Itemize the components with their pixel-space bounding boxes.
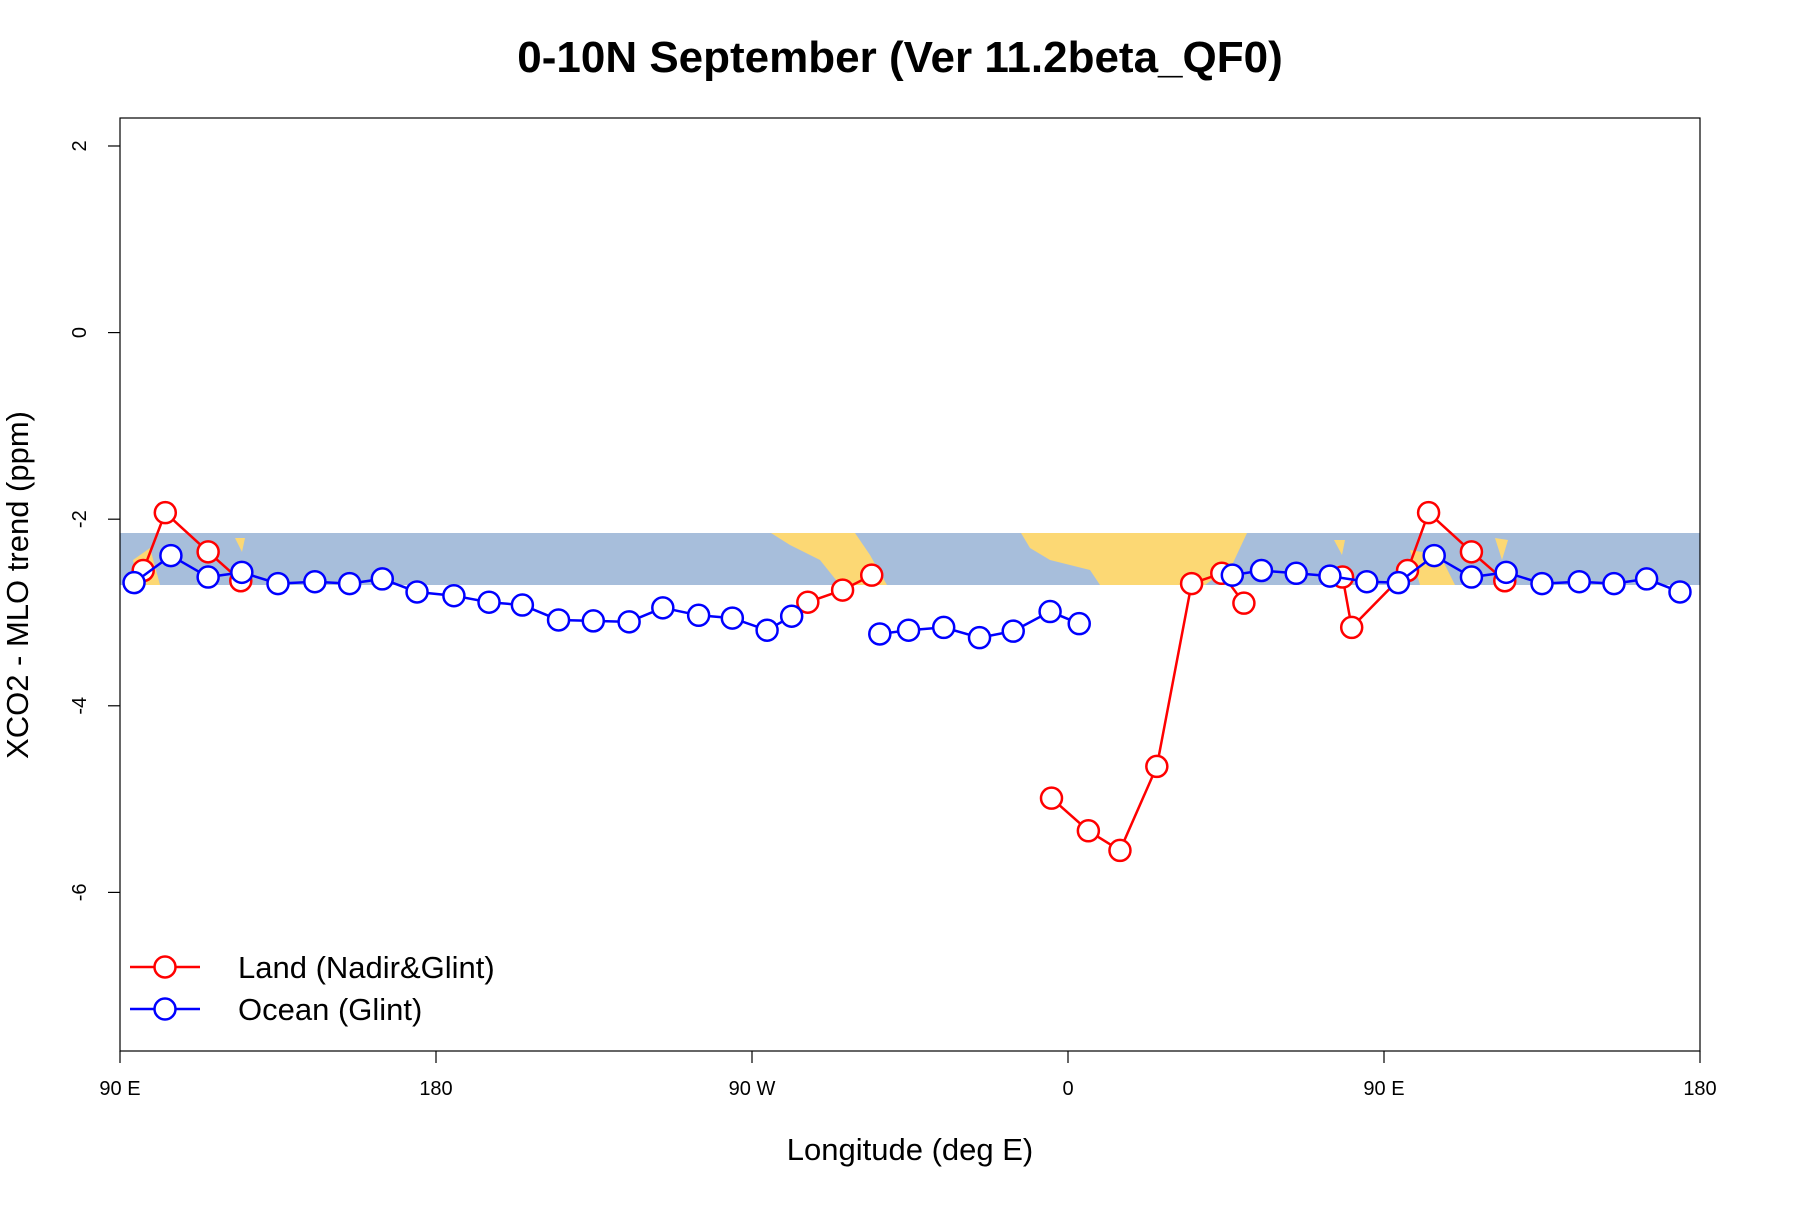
data-point bbox=[1459, 565, 1484, 589]
x-tick-label: 0 bbox=[1062, 1078, 1073, 1100]
data-point bbox=[720, 606, 745, 630]
data-point bbox=[859, 563, 884, 587]
data-point bbox=[1494, 560, 1518, 585]
data-point bbox=[122, 570, 146, 595]
data-point bbox=[1602, 571, 1626, 596]
y-tick-label: -6 bbox=[69, 883, 91, 901]
data-point bbox=[266, 571, 290, 596]
data-point bbox=[1145, 754, 1169, 779]
data-point bbox=[303, 569, 327, 594]
legend-marker bbox=[153, 997, 177, 1021]
x-tick-label: 180 bbox=[419, 1078, 452, 1100]
legend-marker bbox=[153, 955, 177, 979]
y-tick-label: -2 bbox=[69, 510, 91, 528]
plot-frame bbox=[119, 117, 1701, 1052]
y-tick-label: 0 bbox=[69, 327, 91, 338]
x-tick-label: 90 E bbox=[1363, 1078, 1404, 1100]
data-point bbox=[196, 540, 220, 564]
data-point bbox=[153, 500, 178, 525]
data-point bbox=[651, 596, 675, 620]
x-axis-label: Longitude (deg E) bbox=[787, 1132, 1033, 1167]
chart-title: 0-10N September (Ver 11.2beta_QF0) bbox=[517, 33, 1282, 82]
data-point bbox=[546, 608, 571, 632]
data-point bbox=[159, 543, 183, 568]
data-point bbox=[230, 560, 254, 585]
data-point bbox=[337, 571, 362, 596]
data-point bbox=[796, 590, 820, 614]
data-point bbox=[1459, 540, 1484, 564]
x-tick-label: 90 E bbox=[99, 1078, 140, 1100]
data-point bbox=[196, 565, 220, 589]
data-point bbox=[755, 618, 779, 642]
data-point bbox=[1249, 558, 1274, 583]
data-point bbox=[581, 609, 606, 633]
y-tick-label: -4 bbox=[69, 697, 91, 715]
data-point bbox=[830, 578, 855, 602]
data-point bbox=[967, 625, 992, 650]
data-point bbox=[1355, 569, 1379, 594]
data-point bbox=[686, 603, 711, 628]
data-point bbox=[1220, 563, 1245, 587]
data-point bbox=[1530, 571, 1554, 596]
land-patch bbox=[1334, 538, 1508, 585]
data-point bbox=[477, 590, 501, 614]
data-point bbox=[617, 610, 641, 634]
data-point bbox=[1232, 591, 1256, 615]
data-point bbox=[1039, 786, 1064, 810]
legend-label: Ocean (Glint) bbox=[238, 992, 422, 1027]
data-point bbox=[442, 583, 466, 608]
data-point bbox=[896, 618, 921, 642]
data-point bbox=[405, 580, 429, 604]
x-tick-label: 180 bbox=[1683, 1078, 1716, 1100]
land-patch bbox=[771, 533, 887, 585]
series-line bbox=[142, 510, 242, 582]
data-point bbox=[931, 615, 956, 640]
data-point bbox=[868, 622, 892, 646]
data-point bbox=[1416, 500, 1441, 525]
data-point bbox=[1067, 611, 1091, 636]
data-point bbox=[1422, 543, 1446, 568]
data-point bbox=[510, 593, 535, 617]
data-point bbox=[1318, 564, 1342, 588]
data-point bbox=[779, 604, 804, 628]
data-point bbox=[1339, 615, 1364, 640]
data-point bbox=[1634, 567, 1659, 591]
legend-label: Land (Nadir&Glint) bbox=[238, 950, 495, 985]
y-tick-label: 2 bbox=[69, 140, 91, 151]
data-point bbox=[1668, 580, 1692, 604]
data-point bbox=[1108, 838, 1132, 863]
x-tick-label: 90 W bbox=[729, 1078, 776, 1100]
data-point bbox=[1567, 569, 1591, 594]
data-point bbox=[1038, 599, 1062, 624]
data-point bbox=[1076, 819, 1101, 843]
data-point bbox=[1001, 619, 1025, 643]
data-point bbox=[370, 567, 395, 591]
data-point bbox=[1179, 571, 1204, 596]
data-point bbox=[1284, 561, 1308, 586]
y-axis-label: XCO2 - MLO trend (ppm) bbox=[0, 411, 35, 759]
data-point bbox=[1386, 570, 1411, 595]
